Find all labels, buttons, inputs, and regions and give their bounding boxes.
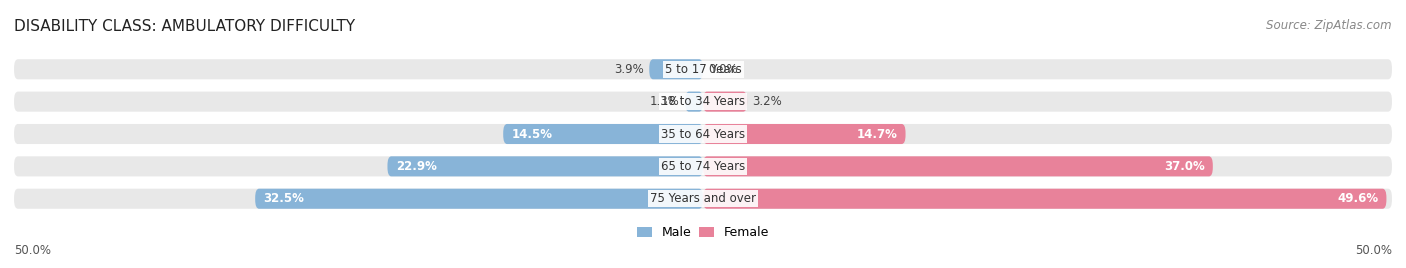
FancyBboxPatch shape xyxy=(14,156,1392,176)
FancyBboxPatch shape xyxy=(14,59,1392,79)
FancyBboxPatch shape xyxy=(650,59,703,79)
Text: 49.6%: 49.6% xyxy=(1337,192,1378,205)
Text: 5 to 17 Years: 5 to 17 Years xyxy=(665,63,741,76)
Text: 37.0%: 37.0% xyxy=(1164,160,1205,173)
FancyBboxPatch shape xyxy=(703,156,1213,176)
Text: 3.2%: 3.2% xyxy=(752,95,782,108)
Text: 50.0%: 50.0% xyxy=(1355,244,1392,257)
FancyBboxPatch shape xyxy=(254,189,703,209)
Text: Source: ZipAtlas.com: Source: ZipAtlas.com xyxy=(1267,19,1392,32)
Text: 0.0%: 0.0% xyxy=(709,63,738,76)
Text: 32.5%: 32.5% xyxy=(263,192,304,205)
Text: 3.9%: 3.9% xyxy=(614,63,644,76)
FancyBboxPatch shape xyxy=(503,124,703,144)
Text: 65 to 74 Years: 65 to 74 Years xyxy=(661,160,745,173)
FancyBboxPatch shape xyxy=(388,156,703,176)
Text: 1.3%: 1.3% xyxy=(650,95,679,108)
FancyBboxPatch shape xyxy=(14,189,1392,209)
Text: 14.5%: 14.5% xyxy=(512,128,553,140)
FancyBboxPatch shape xyxy=(703,189,1386,209)
FancyBboxPatch shape xyxy=(703,124,905,144)
FancyBboxPatch shape xyxy=(703,92,747,112)
Text: 14.7%: 14.7% xyxy=(856,128,897,140)
Legend: Male, Female: Male, Female xyxy=(631,221,775,244)
FancyBboxPatch shape xyxy=(685,92,703,112)
FancyBboxPatch shape xyxy=(14,92,1392,112)
Text: 50.0%: 50.0% xyxy=(14,244,51,257)
Text: 35 to 64 Years: 35 to 64 Years xyxy=(661,128,745,140)
Text: 22.9%: 22.9% xyxy=(395,160,437,173)
Text: DISABILITY CLASS: AMBULATORY DIFFICULTY: DISABILITY CLASS: AMBULATORY DIFFICULTY xyxy=(14,19,356,34)
FancyBboxPatch shape xyxy=(14,124,1392,144)
Text: 18 to 34 Years: 18 to 34 Years xyxy=(661,95,745,108)
Text: 75 Years and over: 75 Years and over xyxy=(650,192,756,205)
